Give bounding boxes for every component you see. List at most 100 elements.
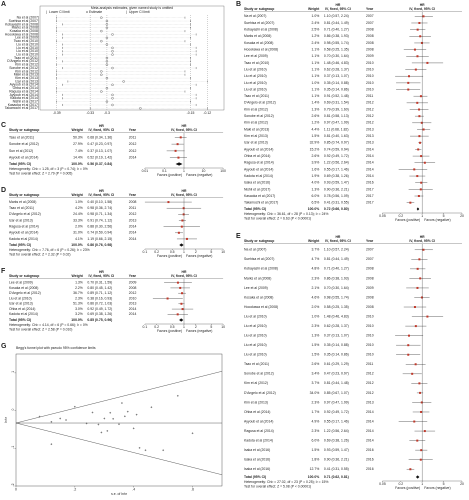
hr-ci: 0.81 (0.44, 1.49) (324, 21, 349, 25)
study-name: Izar et al (2013) (9, 218, 33, 222)
favors-left: Favors (positive) (157, 329, 182, 333)
study-name: Takamochi et al (2017) (5, 106, 39, 110)
weight: 2.5% (312, 28, 320, 32)
total-weight: 100.0% (71, 243, 83, 247)
weight: 4.2% (75, 206, 83, 210)
point (59, 417, 62, 420)
study-name: Kosaka et al (2008) (9, 286, 38, 290)
hr-ci: 0.80 (0.45, 1.42) (87, 286, 112, 290)
hr-ci: 0.40 (0.10, 1.58) (87, 200, 112, 204)
hr-square (181, 292, 184, 295)
weight: 2.3% (312, 400, 320, 404)
point (118, 423, 120, 426)
hr-ci: 1.22 (0.56, 2.64) (324, 161, 349, 165)
hr-ci: 0.62 (0.28, 1.37) (324, 324, 349, 328)
x-tick-label: 5 (210, 250, 212, 254)
hr-square (416, 286, 419, 289)
total-label: Total (95% CI) (244, 207, 266, 211)
year: 2014 (129, 307, 137, 311)
heterogeneity: Heterogeneity: Chi² = 36.61, df = 28 (P … (244, 212, 328, 216)
estimate (111, 103, 114, 107)
year: 2014 (366, 174, 374, 178)
favors-left: Favors (positive) (157, 173, 182, 177)
hr-ci: 0.85 (0.74, 0.97) (324, 141, 349, 145)
hr-square (179, 136, 182, 139)
point (121, 402, 123, 404)
heterogeneity: Heterogeneity: Chi² = 4.14, df = 6 (P = … (9, 323, 88, 327)
study-name: D'Angelo et al (2012) (244, 391, 276, 395)
study-name: Kadota et al (2014) (10, 96, 39, 100)
study-name: Sonobe et al (2012) (9, 66, 39, 70)
year: 2012 (366, 107, 374, 111)
study-name: Ohba et al (2014) (9, 307, 35, 311)
study-name: Liu et al (2010) (244, 87, 267, 91)
hr-square (418, 108, 421, 111)
year: 2014 (366, 438, 374, 442)
hr-square (419, 458, 422, 461)
total-diamond (415, 475, 420, 479)
weight: 34.0% (310, 391, 320, 395)
total-weight: 100.0% (308, 475, 320, 479)
hr-ci: 0.92 (0.49, 1.72) (324, 410, 349, 414)
study-name: Liu et al (2010) (244, 343, 267, 347)
year: 2010 (366, 343, 374, 347)
weight: 2.0% (75, 225, 83, 229)
hr-ci: 0.55 (0.17, 1.46) (324, 419, 349, 423)
study-name: Kim et al (2013) (244, 400, 268, 404)
x-tick-label: 100 (220, 169, 226, 173)
heterogeneity: Heterogeneity: Chi² = 27.02, df = 23 (P … (244, 480, 328, 484)
study-name: Na et al (2007) (17, 16, 39, 20)
hr-square (174, 149, 177, 152)
year: 2013 (366, 400, 374, 404)
x-tick-label: 0.5 (170, 250, 175, 254)
weight: 1.3% (75, 281, 83, 285)
col-header: HR (420, 3, 425, 7)
x-tick-label: -0.15 (187, 111, 195, 115)
hr-ci: 0.90 (0.36, 2.21) (324, 187, 349, 191)
weight: 4.6% (312, 295, 320, 299)
year: 2014 (366, 161, 374, 165)
col-header: Weight (72, 193, 84, 197)
year: 2009 (366, 286, 374, 290)
hr-ci: 1.48 (0.46, 4.83) (324, 314, 349, 318)
panel-letter: F (1, 268, 6, 275)
pseudo-ci (16, 422, 222, 475)
favors-left: Favors (positive) (395, 218, 420, 222)
weight: 1.4% (312, 101, 320, 105)
estimate (100, 70, 103, 73)
chart-title: Meta-analysis estimates, given named stu… (91, 6, 173, 10)
point (91, 411, 94, 414)
x-tick-label: 0.2 (398, 214, 403, 218)
study-name: Ragusa et al (2014) (9, 225, 39, 229)
weight: 1.6% (312, 167, 320, 171)
col-header: Study or subgroup (9, 274, 39, 278)
hr-square (422, 248, 425, 251)
estimate (105, 43, 109, 46)
overall-test: Test for overall effect: Z = 5.08 (P < 0… (244, 484, 311, 488)
overall-test: Test for overall effect: Z = 2.58 (P = 0… (9, 327, 72, 331)
panel-letter: A (1, 1, 6, 8)
weight: 2.3% (312, 429, 320, 433)
point (100, 431, 103, 434)
col-header: Year (129, 274, 137, 278)
study-name: Kosaka et al (2008) (10, 29, 39, 33)
estimate (111, 50, 114, 53)
study-name: Liu et al (2010) (244, 67, 267, 71)
weight: 1.3% (312, 107, 320, 111)
year: 2014 (366, 429, 374, 433)
panel-letter: E (236, 233, 241, 240)
estimate (105, 26, 109, 29)
x-tick-label: 1 (421, 482, 423, 486)
col-header: IV, fixed, 95% CI (171, 128, 197, 132)
x-tick-label: 1 (183, 169, 185, 173)
year: 2009 (366, 54, 374, 58)
hr-ci: 0.70 (0.30, 1.64) (324, 54, 349, 58)
year: 2011 (366, 94, 373, 98)
pseudo-ci (16, 371, 222, 424)
study-name: Kobayashi et al (2008) (244, 267, 278, 271)
study-name: Tsao et al (2011) (244, 362, 269, 366)
study-name: Ragusa et al (2014) (244, 429, 274, 433)
study-name: Marks et al (2008) (12, 26, 39, 30)
x-tick-label: 0.05 (379, 482, 386, 486)
col-header: Weight (308, 7, 320, 11)
